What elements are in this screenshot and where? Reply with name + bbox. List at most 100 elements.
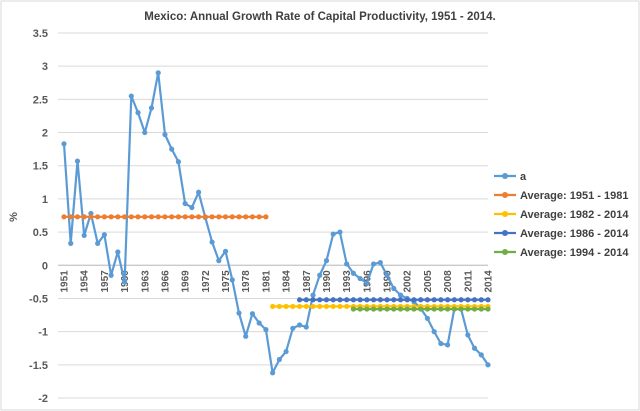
data-point <box>229 214 235 220</box>
legend-label: Average: 1982 - 2014 <box>520 209 629 221</box>
data-point <box>135 110 141 116</box>
data-point <box>243 214 249 220</box>
data-point <box>424 306 431 312</box>
data-point <box>216 214 222 220</box>
data-point <box>384 306 390 312</box>
data-point <box>344 297 350 303</box>
data-point <box>162 214 168 220</box>
legend-item: a <box>494 171 527 183</box>
data-point <box>451 297 457 303</box>
data-point <box>148 214 155 220</box>
data-point <box>478 306 484 312</box>
data-point <box>337 303 343 310</box>
data-point <box>404 297 410 303</box>
data-point <box>458 297 464 303</box>
data-point <box>162 131 168 138</box>
y-tick-label: 2.5 <box>33 94 48 106</box>
data-point <box>303 297 309 303</box>
data-point <box>337 297 343 303</box>
data-point <box>411 297 417 303</box>
data-point <box>431 297 437 303</box>
data-point <box>384 272 390 278</box>
x-tick-label: 1999 <box>383 270 394 293</box>
x-tick-label: 1954 <box>80 270 91 293</box>
data-point <box>465 297 471 303</box>
data-point <box>370 261 377 267</box>
data-point <box>424 297 431 303</box>
data-point <box>357 306 363 312</box>
data-point <box>330 297 336 303</box>
x-tick-label: 1993 <box>342 270 353 293</box>
data-point <box>243 333 249 339</box>
data-point <box>256 214 262 220</box>
data-point <box>222 214 229 220</box>
data-point <box>478 297 484 303</box>
data-point <box>121 279 128 285</box>
data-point <box>323 258 330 264</box>
data-point <box>310 303 316 310</box>
data-point <box>471 306 478 312</box>
legend-item: Average: 1986 - 2014 <box>494 228 629 240</box>
data-point <box>303 324 309 330</box>
y-tick-label: -1 <box>38 327 48 339</box>
data-point <box>485 297 491 303</box>
data-point <box>397 306 404 312</box>
data-point <box>276 303 282 310</box>
x-tick-label: 1963 <box>140 270 151 293</box>
y-axis-ticks: 3.5 3 2.5 2 1.5 1 0.5 0 -0.5 -1 -1.5 -2 <box>29 28 48 405</box>
data-point <box>270 303 276 310</box>
legend-swatch-marker <box>502 249 508 255</box>
data-point <box>445 342 451 348</box>
data-point <box>364 280 370 286</box>
data-point <box>317 272 323 278</box>
x-tick-label: 2008 <box>443 270 454 293</box>
data-point <box>344 303 350 310</box>
data-point <box>61 214 67 220</box>
data-point <box>263 327 269 333</box>
x-tick-label: 1969 <box>181 270 192 293</box>
data-point <box>377 260 383 266</box>
data-point <box>108 272 114 278</box>
data-point <box>182 200 188 207</box>
data-point <box>485 362 491 368</box>
data-point <box>458 306 464 312</box>
data-point <box>330 303 336 310</box>
legend-item: Average: 1951 - 1981 <box>494 190 628 202</box>
data-point <box>370 297 377 303</box>
data-point <box>175 159 182 165</box>
data-point <box>303 303 309 310</box>
data-point <box>142 129 148 136</box>
data-point <box>465 306 471 312</box>
data-point <box>471 345 478 351</box>
legend-label: a <box>520 171 527 183</box>
legend-label: Average: 1986 - 2014 <box>520 228 629 240</box>
legend-label: Average: 1994 - 2014 <box>520 247 629 259</box>
y-tick-label: -1.5 <box>29 360 48 372</box>
x-tick-label: 1987 <box>302 270 313 293</box>
data-point <box>283 303 289 310</box>
data-point <box>155 214 161 220</box>
data-point <box>189 204 195 211</box>
data-point <box>202 214 208 220</box>
legend-swatch-marker <box>502 230 508 236</box>
data-point <box>364 306 370 312</box>
data-point <box>377 297 383 303</box>
data-point <box>337 229 343 235</box>
legend-label: Average: 1951 - 1981 <box>520 190 628 202</box>
data-point <box>445 297 451 303</box>
data-point <box>216 258 222 264</box>
data-point <box>108 214 114 220</box>
data-point <box>222 248 229 254</box>
data-point <box>350 297 356 303</box>
data-point <box>411 306 417 312</box>
data-point <box>74 158 81 164</box>
data-point <box>155 70 161 76</box>
data-point <box>182 214 188 220</box>
data-point <box>68 240 74 246</box>
data-point <box>391 285 397 292</box>
data-point <box>68 214 74 220</box>
data-point <box>135 214 141 220</box>
y-tick-label: 0.5 <box>33 227 48 239</box>
series-3 <box>296 297 491 303</box>
